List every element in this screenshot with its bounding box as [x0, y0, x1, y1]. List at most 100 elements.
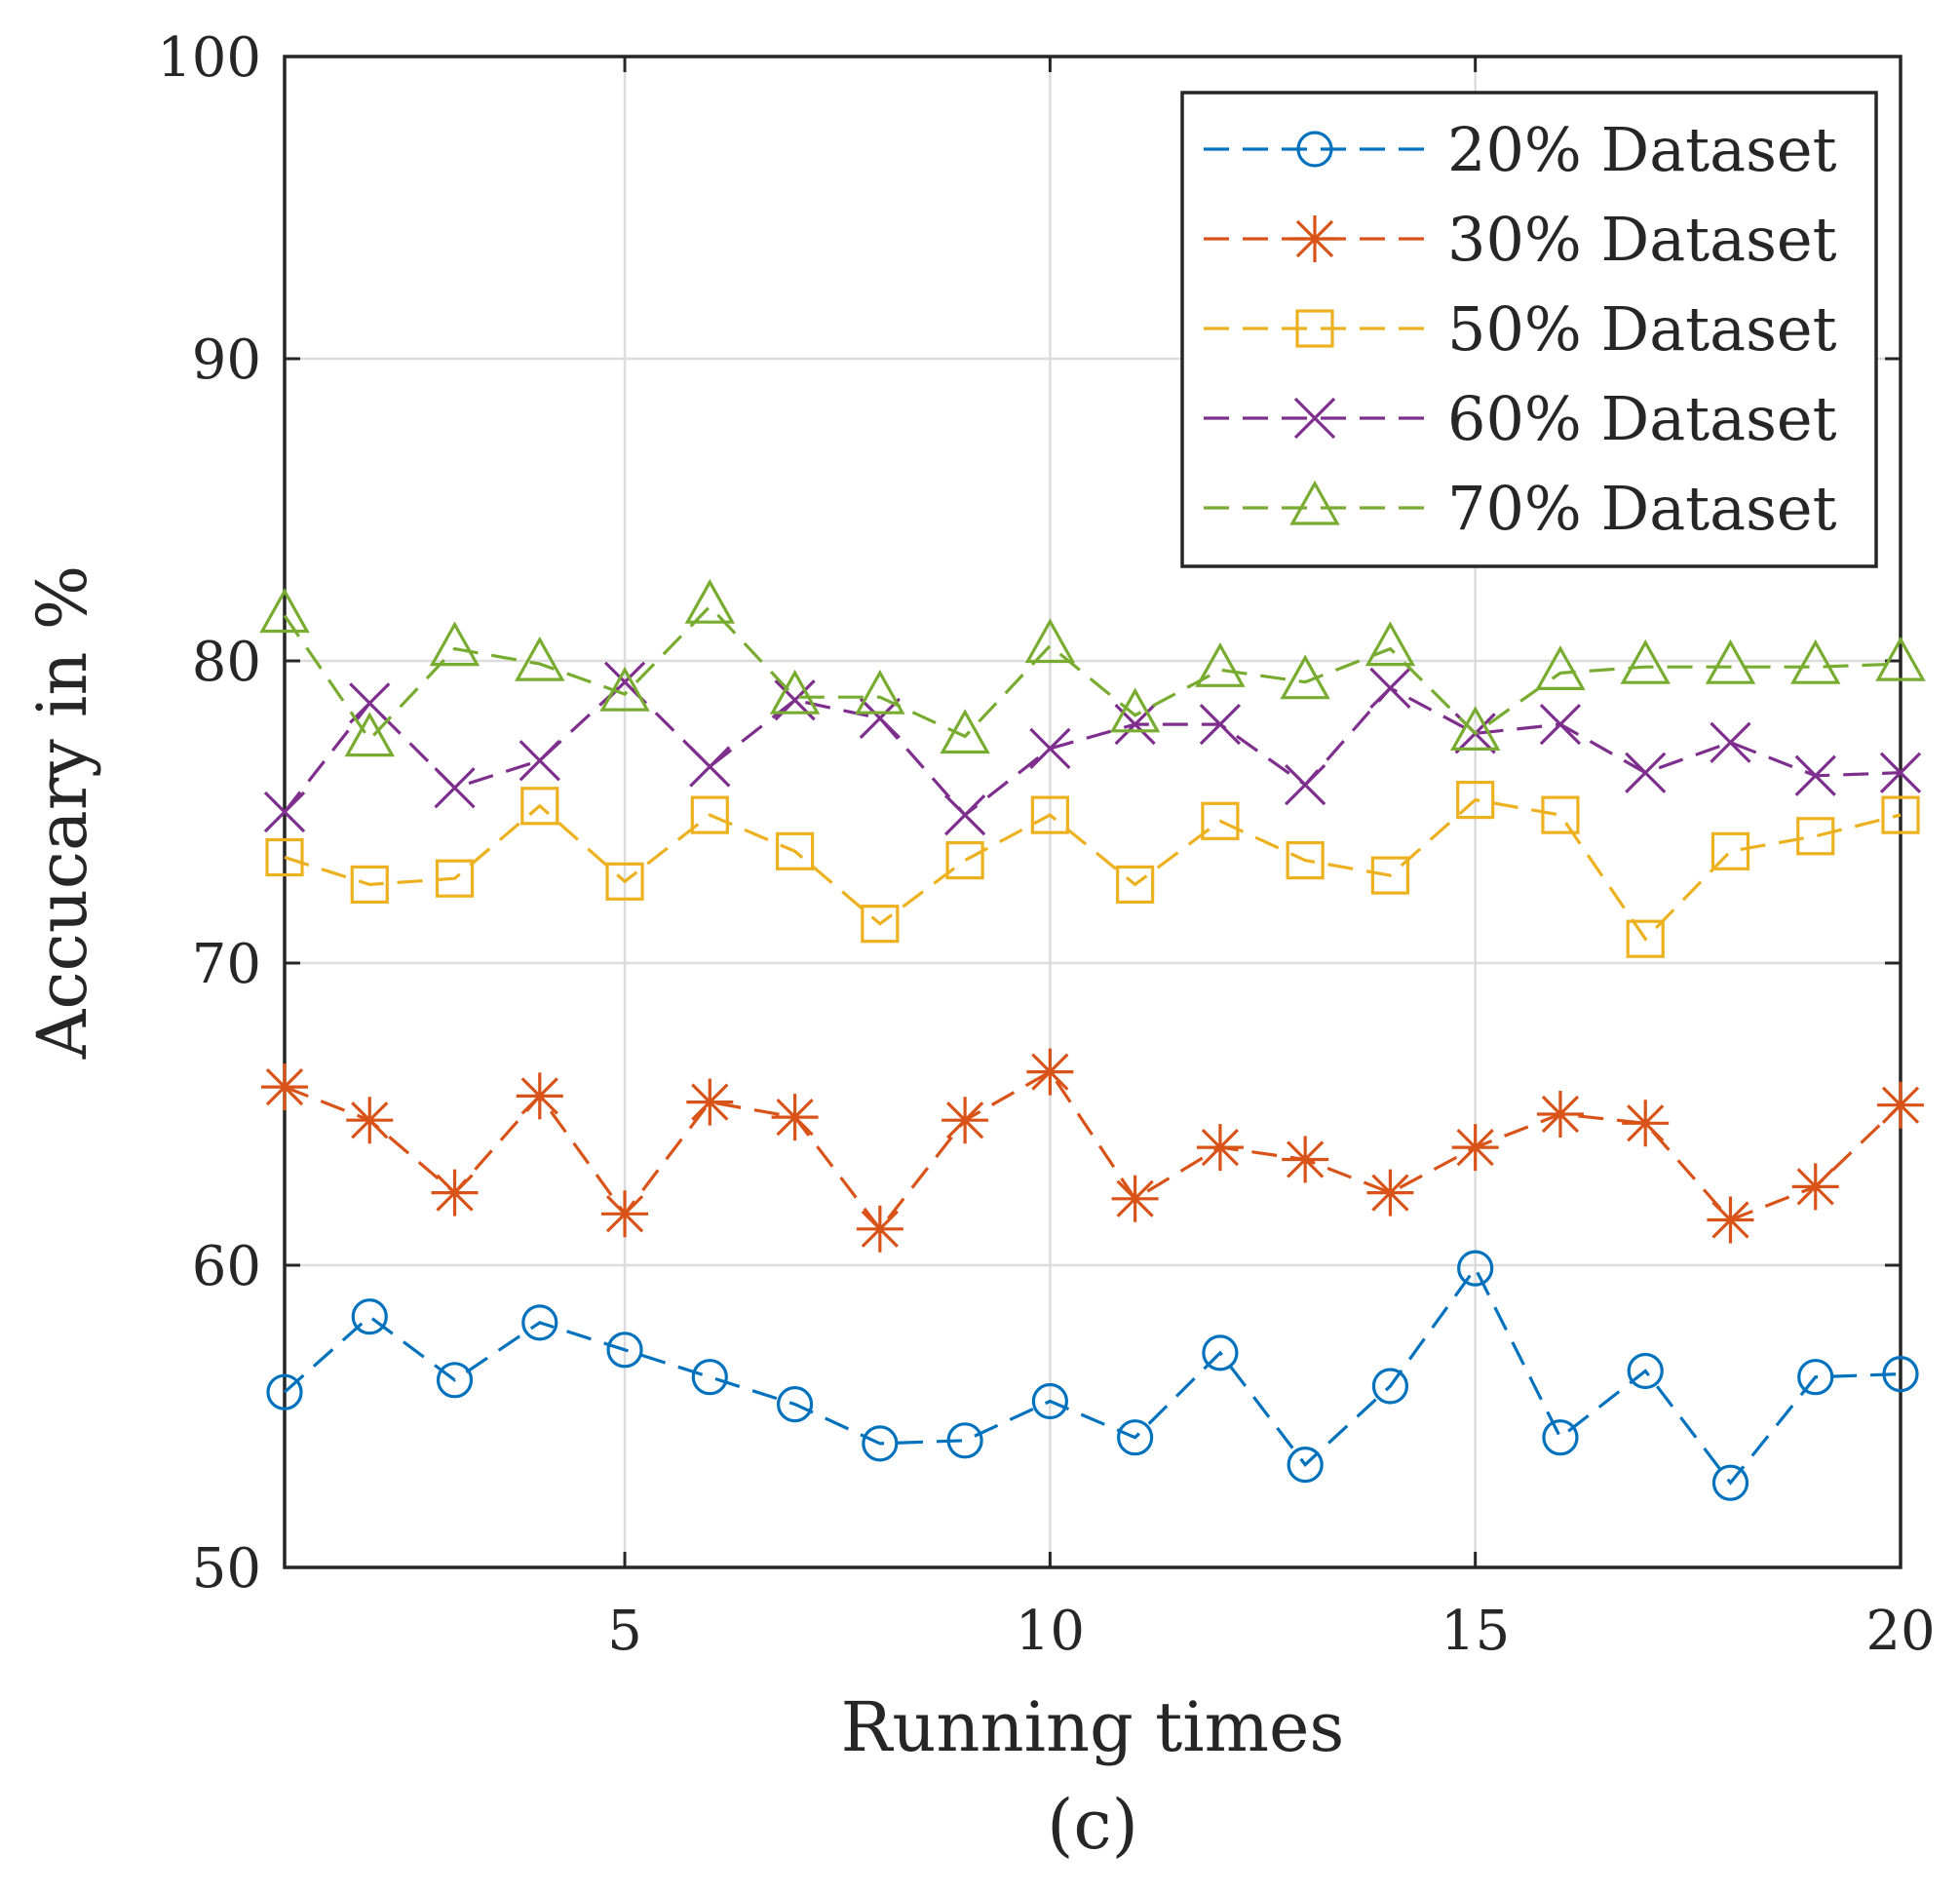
legend-entry[interactable]: 50% Dataset	[1204, 293, 1837, 365]
data-point	[263, 791, 306, 833]
data-point	[1882, 1355, 1919, 1393]
series-50-dataset	[265, 780, 1920, 958]
data-point	[1625, 752, 1667, 793]
data-point	[855, 669, 905, 714]
data-point	[1797, 1359, 1834, 1396]
data-point	[1535, 645, 1586, 691]
y-tick-label: 90	[192, 328, 261, 392]
series-60-dataset	[263, 661, 1922, 836]
data-point	[259, 588, 310, 634]
data-point	[1790, 638, 1841, 684]
data-point	[434, 767, 476, 809]
legend-label: 30% Dataset	[1447, 204, 1837, 275]
y-tick-label: 60	[192, 1235, 261, 1298]
legend-marker	[1293, 397, 1336, 440]
data-point	[521, 1304, 558, 1341]
data-point	[1705, 638, 1756, 684]
data-point	[1366, 1169, 1414, 1216]
data-point	[945, 840, 984, 880]
x-tick-label: 10	[1016, 1600, 1085, 1663]
data-point	[689, 746, 731, 788]
data-point	[520, 787, 559, 826]
axis-ticks: 5 10 15 20 50 60 70 80 90 100	[157, 26, 1936, 1663]
data-point	[1541, 795, 1580, 834]
data-point	[266, 1373, 303, 1410]
data-point	[771, 1094, 819, 1141]
data-point	[942, 1097, 989, 1144]
data-point	[606, 1332, 643, 1369]
data-point	[431, 1169, 479, 1216]
data-point	[1024, 618, 1076, 664]
data-point	[1029, 727, 1071, 770]
x-tick-label: 15	[1441, 1600, 1510, 1663]
data-point	[1371, 1368, 1409, 1405]
data-point	[601, 1190, 649, 1238]
data-point	[519, 740, 560, 782]
data-point	[769, 669, 821, 714]
data-point	[351, 1298, 388, 1335]
data-point	[261, 1063, 308, 1111]
x-axis-label: Running times	[841, 1687, 1345, 1767]
data-point	[1875, 636, 1926, 681]
data-point	[1791, 1163, 1839, 1211]
data-point	[1286, 840, 1325, 880]
y-tick-label: 100	[157, 26, 261, 90]
legend-marker	[1296, 131, 1333, 168]
data-point	[1449, 706, 1501, 752]
legend-label: 60% Dataset	[1447, 383, 1837, 454]
legend-entry[interactable]: 60% Dataset	[1204, 383, 1837, 454]
data-point	[943, 793, 986, 836]
data-point	[1796, 817, 1835, 856]
data-point	[1710, 721, 1751, 763]
data-point	[1195, 642, 1246, 687]
data-point	[1539, 703, 1582, 746]
data-point	[435, 859, 475, 898]
legend-label: 70% Dataset	[1447, 473, 1837, 544]
legend[interactable]: 20% Dataset 30% Dataset 50% Dataset 60% Dat…	[1180, 91, 1878, 568]
data-point	[349, 682, 391, 724]
data-point	[1109, 687, 1161, 733]
data-point	[1199, 703, 1242, 746]
legend-marker	[1289, 480, 1340, 525]
series-70-dataset	[259, 578, 1926, 757]
data-point	[1707, 1196, 1754, 1244]
data-point	[1794, 754, 1836, 796]
y-axis-label: Accucary in %	[22, 565, 102, 1060]
data-point	[1202, 1334, 1239, 1371]
legend-entry[interactable]: 20% Dataset	[1204, 114, 1837, 185]
data-point	[1201, 801, 1240, 840]
data-point	[1117, 1419, 1154, 1456]
y-tick-label: 50	[192, 1537, 261, 1601]
data-point	[1364, 621, 1416, 667]
data-point	[776, 1385, 814, 1423]
legend-entry[interactable]: 70% Dataset	[1204, 473, 1837, 544]
legend-label: 50% Dataset	[1447, 293, 1837, 365]
data-point	[429, 621, 480, 667]
data-point	[861, 905, 900, 944]
data-point	[346, 1097, 394, 1144]
legend-label: 20% Dataset	[1447, 114, 1837, 185]
y-tick-label: 70	[192, 933, 261, 996]
data-point	[344, 712, 395, 757]
data-point	[1626, 919, 1665, 958]
data-point	[1536, 1091, 1584, 1138]
data-point	[350, 865, 389, 905]
data-point	[946, 1422, 983, 1459]
data-point	[516, 1072, 563, 1120]
data-point	[1710, 831, 1750, 870]
data-point	[515, 636, 565, 681]
data-point	[1282, 1136, 1329, 1183]
data-point	[686, 1078, 734, 1126]
data-point	[1711, 1464, 1749, 1501]
x-tick-label: 20	[1865, 1600, 1935, 1663]
legend-marker	[1291, 215, 1338, 262]
data-point	[690, 795, 729, 834]
data-point	[775, 831, 815, 870]
data-point	[1111, 1175, 1159, 1222]
data-point	[1370, 856, 1410, 895]
legend-entry[interactable]: 30% Dataset	[1204, 204, 1837, 275]
data-point	[1369, 667, 1411, 710]
data-point	[1285, 763, 1326, 806]
data-point	[1456, 780, 1495, 820]
data-point	[691, 1359, 728, 1396]
